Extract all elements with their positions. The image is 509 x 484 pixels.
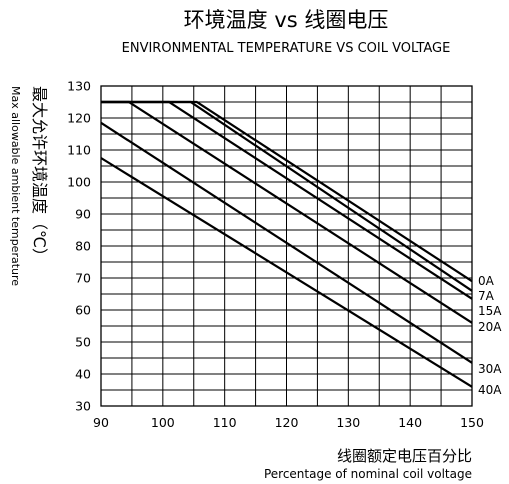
x-axis-label-en: Percentage of nominal coil voltage [264, 467, 472, 481]
series-label-20a: 20A [478, 320, 502, 334]
x-tick-label: 140 [398, 415, 422, 430]
x-tick-label: 100 [151, 415, 175, 430]
series-label-40a: 40A [478, 383, 502, 397]
y-axis-label-cn: 最大允许环境温度（℃） [30, 86, 49, 264]
series-line-30a [100, 121, 473, 364]
axis-ticks: 90 100 110 120 130 140 150 30 40 50 60 70 80 90 100 110… [67, 79, 484, 431]
x-tick-label: 150 [460, 415, 484, 430]
x-tick-label: 120 [275, 415, 299, 430]
y-tick-label: 90 [75, 207, 91, 222]
y-tick-label: 40 [75, 367, 91, 382]
series-label-0a: 0A [478, 274, 495, 288]
series-label-30a: 30A [478, 362, 502, 376]
y-tick-label: 120 [67, 111, 91, 126]
y-tick-label: 30 [75, 399, 91, 414]
plot-border [100, 85, 473, 407]
y-tick-label: 70 [75, 271, 91, 286]
series-label-7a: 7A [478, 289, 495, 303]
y-tick-label: 130 [67, 79, 91, 94]
y-axis-label-en: Max allowable ambient temperature [9, 86, 22, 286]
y-tick-label: 100 [67, 175, 91, 190]
y-tick-label: 60 [75, 303, 91, 318]
series-line-40a [100, 157, 473, 388]
x-tick-label: 130 [336, 415, 360, 430]
y-tick-label: 80 [75, 239, 91, 254]
x-axis-label-cn: 线圈额定电压百分比 [337, 447, 472, 465]
chart-title: 环境温度 vs 线圈电压 [184, 8, 389, 32]
series-label-15a: 15A [478, 304, 502, 318]
x-tick-label: 90 [93, 415, 109, 430]
chart-subtitle: ENVIRONMENTAL TEMPERATURE VS COIL VOLTAG… [122, 41, 451, 56]
x-tick-label: 110 [213, 415, 237, 430]
y-tick-label: 50 [75, 335, 91, 350]
series-lines [100, 100, 473, 388]
y-tick-label: 110 [67, 143, 91, 158]
series-line-20a [101, 100, 473, 324]
